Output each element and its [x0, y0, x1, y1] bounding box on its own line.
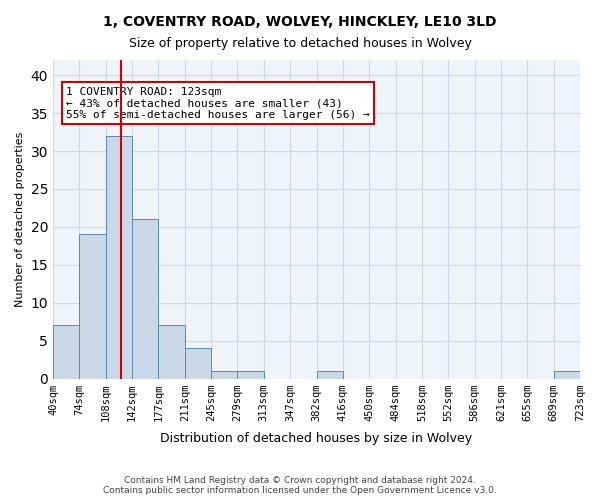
X-axis label: Distribution of detached houses by size in Wolvey: Distribution of detached houses by size … [160, 432, 473, 445]
Text: 1 COVENTRY ROAD: 123sqm
← 43% of detached houses are smaller (43)
55% of semi-de: 1 COVENTRY ROAD: 123sqm ← 43% of detache… [66, 86, 370, 120]
Bar [554, 371, 580, 378]
Bar [53, 326, 79, 378]
Text: 1, COVENTRY ROAD, WOLVEY, HINCKLEY, LE10 3LD: 1, COVENTRY ROAD, WOLVEY, HINCKLEY, LE10… [103, 15, 497, 29]
Y-axis label: Number of detached properties: Number of detached properties [15, 132, 25, 307]
Bar [317, 371, 343, 378]
Text: Contains HM Land Registry data © Crown copyright and database right 2024.
Contai: Contains HM Land Registry data © Crown c… [103, 476, 497, 495]
Text: Size of property relative to detached houses in Wolvey: Size of property relative to detached ho… [128, 38, 472, 51]
Bar [158, 326, 185, 378]
Bar [185, 348, 211, 378]
Bar [79, 234, 106, 378]
Bar [211, 371, 238, 378]
Bar [238, 371, 264, 378]
Bar [106, 136, 132, 378]
Bar [132, 220, 158, 378]
